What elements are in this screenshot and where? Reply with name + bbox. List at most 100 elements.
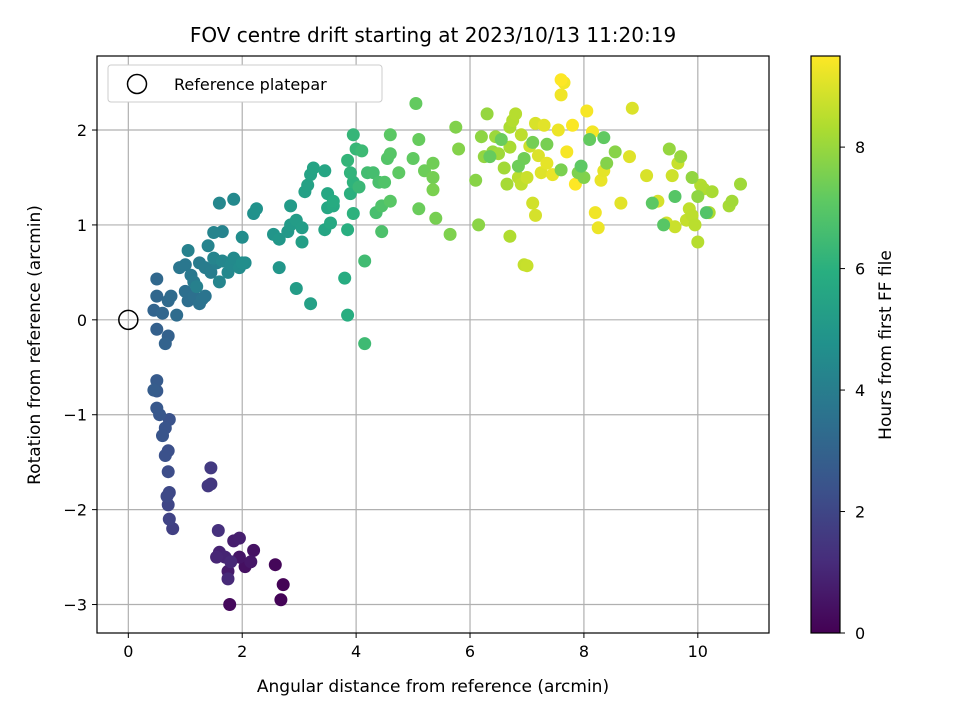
data-point <box>341 308 355 322</box>
data-point <box>247 543 261 557</box>
data-point <box>531 149 545 163</box>
data-point <box>207 226 221 239</box>
data-point <box>526 135 540 149</box>
data-point <box>284 199 298 213</box>
data-point <box>383 147 397 161</box>
data-point <box>566 118 579 132</box>
data-point <box>318 164 332 178</box>
data-point <box>674 150 688 164</box>
data-point <box>554 163 568 177</box>
data-point <box>511 159 525 173</box>
data-point <box>662 142 676 156</box>
data-point <box>426 156 440 170</box>
data-point <box>734 177 747 191</box>
data-point <box>211 524 225 537</box>
y-axis-ticks: −3 −2 −1 0 1 2 <box>63 121 97 615</box>
data-point <box>224 555 238 569</box>
data-point <box>232 531 246 545</box>
grid <box>97 56 769 633</box>
data-point <box>201 479 215 493</box>
data-point <box>392 166 406 180</box>
data-point <box>190 280 204 294</box>
data-point <box>469 173 483 187</box>
x-tick-label: 0 <box>123 642 133 661</box>
data-point <box>250 202 263 216</box>
data-point <box>204 461 218 475</box>
legend-reference-marker <box>126 73 148 95</box>
data-point <box>540 137 554 151</box>
data-point <box>161 465 175 479</box>
data-point <box>449 120 463 134</box>
data-point <box>341 223 355 237</box>
data-point <box>204 265 218 279</box>
data-point <box>341 153 355 167</box>
data-point <box>156 306 169 320</box>
data-point <box>210 550 224 564</box>
data-point <box>412 202 426 216</box>
data-point <box>514 128 528 142</box>
data-point <box>326 194 340 208</box>
data-point <box>221 572 235 586</box>
data-point <box>614 196 628 210</box>
data-point <box>412 133 426 146</box>
data-point <box>705 185 719 199</box>
data-point <box>306 161 320 175</box>
colorbar-label: Hours from first FF file <box>876 250 896 440</box>
data-point <box>583 133 597 146</box>
reference-marker <box>118 309 139 331</box>
data-point <box>554 88 568 102</box>
data-point <box>358 337 372 351</box>
data-point <box>178 258 192 272</box>
data-point <box>608 145 622 159</box>
data-point <box>443 227 457 241</box>
data-point <box>426 183 440 197</box>
data-point <box>640 169 654 183</box>
y-tick-label: −2 <box>63 501 87 520</box>
data-point <box>526 196 540 210</box>
data-point <box>147 383 161 397</box>
data-point <box>588 206 602 220</box>
y-tick-label: −1 <box>63 406 87 425</box>
data-point <box>537 118 551 132</box>
data-point <box>301 178 315 192</box>
x-axis-ticks: 0 2 4 6 8 10 <box>123 633 708 661</box>
data-point <box>352 180 366 194</box>
colorbar-tick-label: 0 <box>855 624 865 643</box>
data-point <box>503 140 517 154</box>
data-point <box>355 144 369 158</box>
plot-frame <box>96 55 770 634</box>
data-point <box>725 194 739 208</box>
data-point <box>600 156 614 170</box>
colorbar-tick-label: 6 <box>855 260 865 279</box>
data-point <box>509 107 523 121</box>
x-axis-label: Angular distance from reference (arcmin) <box>257 677 609 697</box>
data-point <box>625 101 639 115</box>
data-point <box>272 232 286 246</box>
data-point <box>201 239 215 253</box>
x-tick-label: 10 <box>688 642 708 661</box>
data-point <box>304 297 318 311</box>
legend-box <box>107 64 383 103</box>
data-point <box>158 337 172 351</box>
data-point <box>274 593 288 607</box>
data-point <box>574 159 588 173</box>
x-tick-label: 8 <box>579 642 589 661</box>
data-point <box>623 150 636 164</box>
x-tick-label: 2 <box>237 642 247 661</box>
data-point <box>657 218 671 232</box>
data-point <box>346 207 360 220</box>
data-point <box>235 230 249 244</box>
data-point <box>295 221 309 235</box>
data-point <box>181 244 195 257</box>
y-tick-label: 2 <box>77 121 87 140</box>
data-point <box>472 218 486 232</box>
data-point <box>212 196 226 210</box>
data-point <box>534 166 548 180</box>
data-point <box>268 558 282 572</box>
data-point <box>158 449 172 462</box>
data-point <box>591 221 605 235</box>
data-point <box>343 166 357 180</box>
data-point <box>227 192 241 206</box>
legend-label: Reference platepar <box>174 75 327 94</box>
